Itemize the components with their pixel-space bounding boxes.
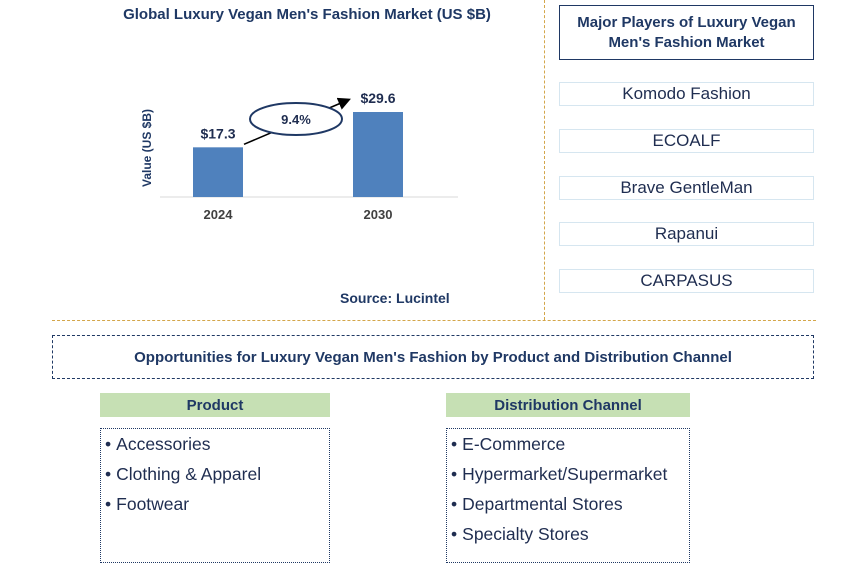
data-label-2030: $29.6 [360, 90, 395, 106]
source-note: Source: Lucintel [340, 290, 450, 306]
product-item: • Footwear [105, 494, 190, 514]
players-title: Major Players of Luxury Vegan Men's Fash… [559, 5, 814, 60]
distribution-item: • Departmental Stores [451, 494, 623, 514]
tick-label-2030: 2030 [364, 207, 393, 222]
bar-2024 [193, 147, 243, 197]
player-item: Rapanui [559, 222, 814, 246]
vertical-divider [544, 0, 545, 320]
player-item: Brave GentleMan [559, 176, 814, 200]
distribution-item: • Hypermarket/Supermarket [451, 464, 668, 484]
player-item: Komodo Fashion [559, 82, 814, 106]
y-axis-label: Value (US $B) [140, 109, 154, 187]
data-label-2024: $17.3 [200, 125, 235, 141]
bar-2030 [353, 112, 403, 197]
cagr-ellipse [249, 102, 343, 136]
player-item: CARPASUS [559, 269, 814, 293]
cagr-label: 9.4% [281, 112, 311, 127]
distribution-item: • E-Commerce [451, 434, 566, 454]
product-item: • Clothing & Apparel [105, 464, 262, 484]
product-header: Product [100, 393, 330, 417]
player-item: ECOALF [559, 129, 814, 153]
tick-label-2024: 2024 [204, 207, 234, 222]
product-item: • Accessories [105, 434, 211, 454]
product-list: • Accessories • Clothing & Apparel • Footwe… [100, 428, 330, 563]
distribution-item: • Specialty Stores [451, 524, 589, 544]
distribution-header: Distribution Channel [446, 393, 690, 417]
opportunities-title: Opportunities for Luxury Vegan Men's Fas… [52, 335, 814, 379]
chart-title: Global Luxury Vegan Men's Fashion Market… [123, 6, 491, 23]
horizontal-divider [52, 320, 816, 321]
distribution-list: • E-Commerce • Hypermarket/Supermarket • De… [446, 428, 690, 563]
bar-chart: Value (US $B) $17.3 2024 $29.6 2030 9.4% [140, 90, 458, 222]
